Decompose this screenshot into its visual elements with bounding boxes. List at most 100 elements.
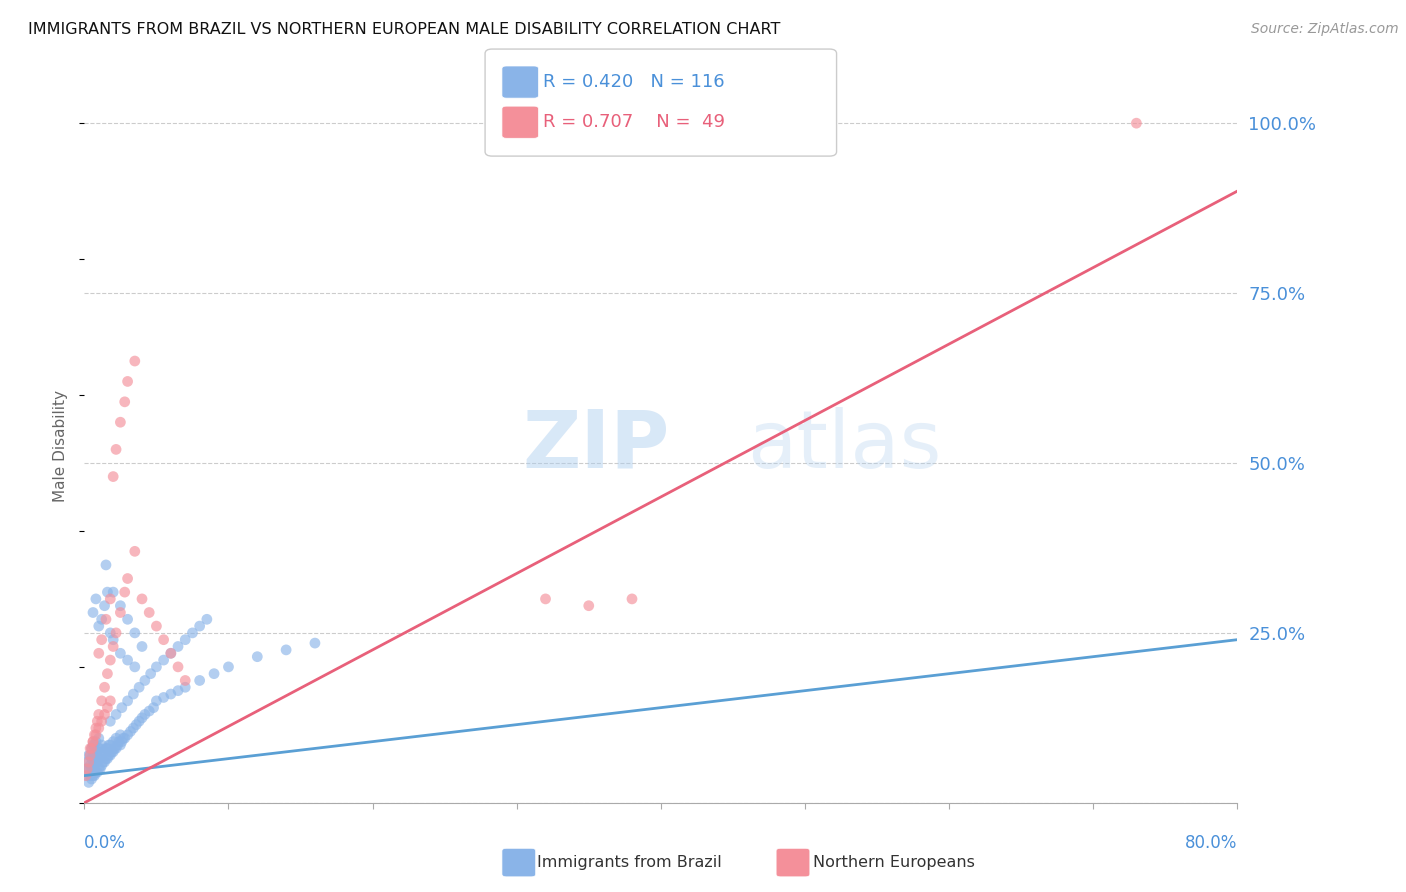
Point xyxy=(152,632,174,647)
Point xyxy=(120,724,142,739)
Text: IMMIGRANTS FROM BRAZIL VS NORTHERN EUROPEAN MALE DISABILITY CORRELATION CHART: IMMIGRANTS FROM BRAZIL VS NORTHERN EUROP… xyxy=(28,22,780,37)
Point xyxy=(77,748,100,763)
Point xyxy=(98,591,121,606)
Point xyxy=(93,707,115,722)
Point xyxy=(80,751,103,765)
Point xyxy=(174,673,197,688)
Point xyxy=(77,775,100,789)
Point xyxy=(97,738,120,752)
Point xyxy=(84,591,107,606)
Point xyxy=(90,748,112,763)
Point xyxy=(125,717,148,731)
Point xyxy=(110,415,132,429)
Point xyxy=(105,707,128,722)
Point xyxy=(131,711,153,725)
Point xyxy=(174,680,197,694)
Point xyxy=(75,762,97,776)
Point xyxy=(98,714,121,729)
Point xyxy=(84,734,107,748)
Point xyxy=(128,680,150,694)
Point xyxy=(91,755,114,769)
Point xyxy=(131,640,153,654)
Point xyxy=(97,748,120,763)
Point xyxy=(90,758,112,772)
Point xyxy=(131,591,153,606)
Point xyxy=(534,591,557,606)
Point xyxy=(111,700,134,714)
Point xyxy=(142,700,165,714)
Text: Northern Europeans: Northern Europeans xyxy=(813,855,974,870)
Point xyxy=(83,748,105,763)
Point xyxy=(82,734,104,748)
Point xyxy=(87,751,110,765)
Point xyxy=(84,745,107,759)
Point xyxy=(105,442,128,457)
Point xyxy=(86,755,108,769)
Point xyxy=(100,745,122,759)
Point xyxy=(83,728,105,742)
Point xyxy=(152,690,174,705)
Point xyxy=(90,738,112,752)
Point xyxy=(87,646,110,660)
Point xyxy=(103,745,125,759)
Point xyxy=(93,599,115,613)
Point xyxy=(160,646,183,660)
Point xyxy=(167,660,190,674)
Point xyxy=(87,741,110,756)
Point xyxy=(80,772,103,786)
Point xyxy=(117,612,139,626)
Point xyxy=(76,769,98,783)
Point xyxy=(75,769,97,783)
Point xyxy=(202,666,225,681)
Point xyxy=(96,666,118,681)
Point xyxy=(114,585,136,599)
Point xyxy=(112,731,135,746)
Point xyxy=(117,728,139,742)
Point xyxy=(77,755,100,769)
Point xyxy=(83,769,105,783)
Point xyxy=(145,619,167,633)
Point xyxy=(152,653,174,667)
Point xyxy=(167,640,190,654)
Point xyxy=(77,762,100,776)
Y-axis label: Male Disability: Male Disability xyxy=(53,390,69,502)
Point xyxy=(83,738,105,752)
Point xyxy=(76,762,98,776)
Point xyxy=(89,751,111,765)
Point xyxy=(93,755,115,769)
Text: ZIP: ZIP xyxy=(523,407,669,485)
Text: R = 0.707    N =  49: R = 0.707 N = 49 xyxy=(543,113,724,131)
Point xyxy=(82,758,104,772)
Point xyxy=(621,591,644,606)
Point xyxy=(90,612,112,626)
Point xyxy=(82,606,104,620)
Point xyxy=(87,731,110,746)
Point xyxy=(103,632,125,647)
Text: 80.0%: 80.0% xyxy=(1185,834,1237,852)
Point xyxy=(87,707,110,722)
Point xyxy=(94,558,117,572)
Point xyxy=(79,769,101,783)
Point xyxy=(84,721,107,735)
Point xyxy=(87,762,110,776)
Text: Source: ZipAtlas.com: Source: ZipAtlas.com xyxy=(1251,22,1399,37)
Point xyxy=(87,721,110,735)
Point xyxy=(276,643,298,657)
Point xyxy=(103,469,125,483)
Point xyxy=(110,599,132,613)
Point xyxy=(80,741,103,756)
Point xyxy=(117,653,139,667)
Point xyxy=(96,751,118,765)
Point xyxy=(82,769,104,783)
Point xyxy=(117,572,139,586)
Point xyxy=(195,612,218,626)
Point xyxy=(79,748,101,763)
Point xyxy=(160,646,183,660)
Point xyxy=(145,694,167,708)
Point xyxy=(110,738,132,752)
Point xyxy=(117,375,139,389)
Point xyxy=(138,704,160,718)
Point xyxy=(98,626,121,640)
Point xyxy=(117,694,139,708)
Point xyxy=(160,687,183,701)
